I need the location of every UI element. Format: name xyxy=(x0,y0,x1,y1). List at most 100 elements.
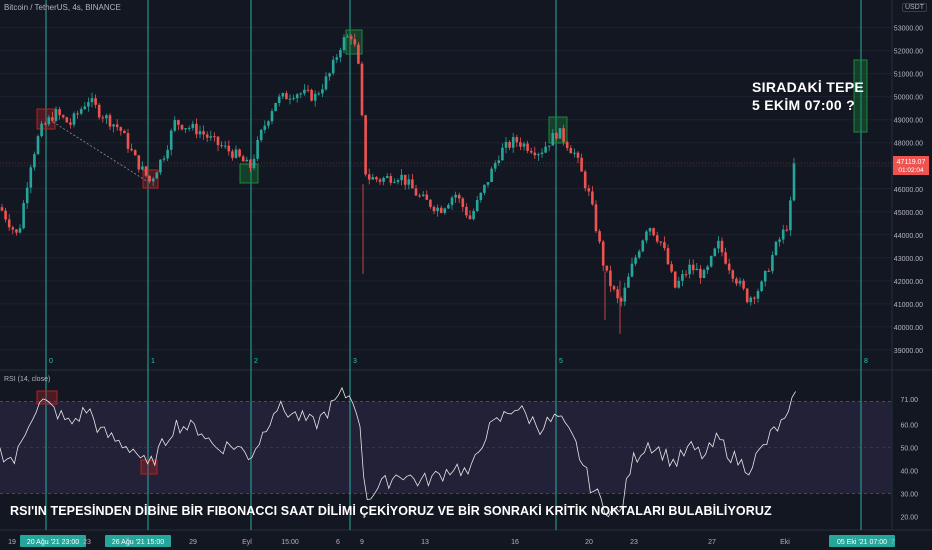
candle-body xyxy=(659,241,663,243)
price-tick-label: 46000.00 xyxy=(894,187,923,194)
candle-body xyxy=(421,194,425,197)
candle-body xyxy=(159,159,162,173)
next-peak-annotation: SIRADAKİ TEPE 5 EKİM 07:00 ? xyxy=(752,78,864,114)
candle-body xyxy=(457,194,461,199)
rsi-tick-label: 30.00 xyxy=(900,491,918,498)
candle-body xyxy=(151,178,155,182)
candle-body xyxy=(666,248,670,265)
candle-body xyxy=(256,140,259,159)
trend-dashed-line xyxy=(52,121,149,183)
candle-body xyxy=(511,137,515,148)
rsi-line xyxy=(0,386,796,518)
candle-body xyxy=(69,122,72,125)
candle-body xyxy=(349,36,353,40)
candle-body xyxy=(677,280,681,288)
candle-body xyxy=(4,210,7,220)
candle-body xyxy=(223,145,227,147)
candle-body xyxy=(101,117,105,119)
candle-body xyxy=(490,168,493,183)
candle-body xyxy=(648,228,652,232)
candle-body xyxy=(655,235,659,242)
candle-body xyxy=(753,297,756,299)
candle-body xyxy=(479,192,483,200)
candle-body xyxy=(713,248,717,257)
candle-body xyxy=(609,270,612,287)
rsi-tick-label: 40.00 xyxy=(900,468,918,475)
price-tick-label: 51000.00 xyxy=(894,72,923,79)
candle-body xyxy=(389,176,393,183)
rsi-peak-highlight xyxy=(36,390,58,405)
rsi-tick-label: 50.00 xyxy=(900,445,918,452)
candle-body xyxy=(385,176,389,178)
candle-body xyxy=(573,152,576,154)
candle-body xyxy=(130,148,133,151)
candle-body xyxy=(11,227,15,230)
candle-body xyxy=(720,240,724,253)
candle-body xyxy=(65,117,69,123)
candle-body xyxy=(425,194,429,200)
candle-body xyxy=(727,263,731,271)
candle-body xyxy=(123,130,126,134)
candle-body xyxy=(670,264,673,272)
candle-body xyxy=(285,93,288,100)
candle-body xyxy=(731,270,735,279)
candle-body xyxy=(774,241,778,256)
candle-body xyxy=(79,109,83,114)
candle-body xyxy=(709,256,713,267)
candle-body xyxy=(97,104,101,118)
candle-body xyxy=(353,39,357,45)
pivot-highlight xyxy=(239,163,259,184)
candle-body xyxy=(583,171,587,189)
candle-body xyxy=(198,131,202,135)
rsi-tick-label: 60.00 xyxy=(900,422,918,429)
candle-body xyxy=(209,136,213,138)
candle-body xyxy=(202,131,205,135)
candle-body xyxy=(249,159,252,169)
candle-body xyxy=(40,123,43,137)
candle-body xyxy=(749,297,753,303)
candle-body xyxy=(418,195,421,197)
candle-body xyxy=(393,181,396,183)
candle-body xyxy=(547,145,551,147)
time-tick-label: 05 Eki '21 07:00 xyxy=(837,539,887,546)
date-tag xyxy=(105,535,171,547)
candle-body xyxy=(537,154,540,156)
candle-body xyxy=(184,128,187,130)
price-tick-label: 40000.00 xyxy=(894,325,923,332)
price-tick-label: 43000.00 xyxy=(894,256,923,263)
currency-badge[interactable]: USDT xyxy=(901,3,927,12)
candle-body xyxy=(155,172,159,179)
bar-countdown: 01:02:04 xyxy=(898,167,924,174)
candle-body xyxy=(313,93,317,101)
candle-body xyxy=(673,271,677,288)
candle-body xyxy=(220,145,223,147)
candle-body xyxy=(619,298,623,302)
candle-body xyxy=(645,231,648,241)
candle-body xyxy=(616,289,619,299)
candle-body xyxy=(454,194,457,198)
time-tick-label: 9 xyxy=(360,539,364,546)
candle-body xyxy=(76,113,79,115)
candle-body xyxy=(303,89,306,94)
candle-body xyxy=(339,50,342,58)
candle-body xyxy=(0,207,4,211)
price-tick-label: 42000.00 xyxy=(894,279,923,286)
candle-body xyxy=(126,133,130,149)
candle-body xyxy=(51,117,54,121)
candle-body xyxy=(72,113,76,125)
price-tick-label: 48000.00 xyxy=(894,141,923,148)
candle-body xyxy=(576,152,580,158)
rsi-tick-label: 20.00 xyxy=(900,514,918,521)
candle-body xyxy=(83,106,87,110)
candle-body xyxy=(15,229,18,233)
time-tick-label: 20 Ağu '21 23:00 xyxy=(27,539,79,546)
candle-body xyxy=(47,117,51,125)
candle-body xyxy=(432,206,436,212)
candle-body xyxy=(288,98,292,100)
candle-body xyxy=(321,89,324,94)
candle-body xyxy=(241,156,245,162)
candle-body xyxy=(587,188,591,192)
candle-body xyxy=(699,268,702,279)
candle-body xyxy=(627,276,630,288)
fib-zone-label: 5 xyxy=(559,358,563,365)
